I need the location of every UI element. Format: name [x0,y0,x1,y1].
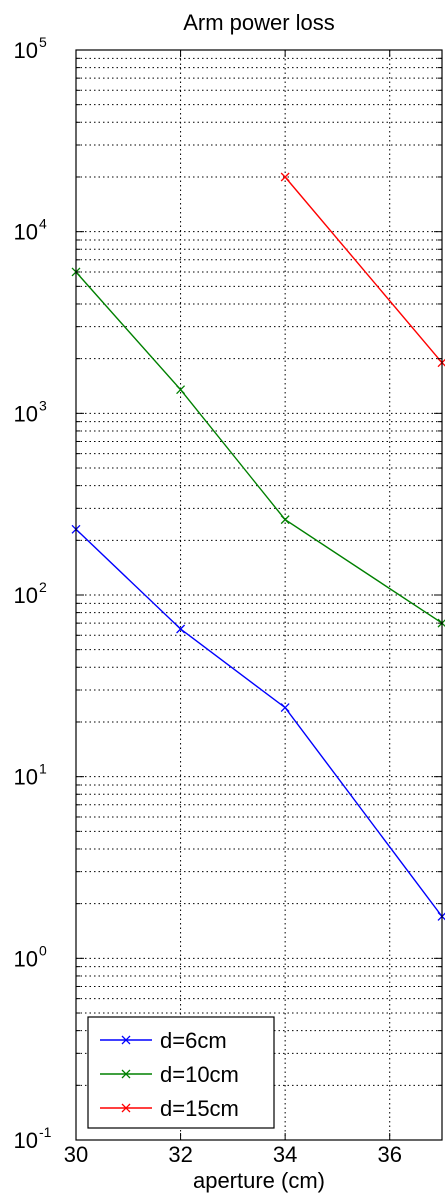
x-tick-labels: 30 32 34 36 [64,1142,402,1167]
legend: d=6cm d=10cm d=15cm [87,1016,275,1129]
y-tick-label: 10 [14,401,38,426]
series-line [75,271,443,624]
x-tick-label: 32 [168,1142,192,1167]
y-tick-label: 10 [14,583,38,608]
y-tick-exponent: 5 [39,34,47,50]
data-point-marker [280,172,290,182]
legend-entry: d=10cm [100,1062,239,1087]
y-tick-exponent: 3 [39,397,47,413]
y-tick-label: 10 [14,946,38,971]
legend-label: d=10cm [160,1062,239,1087]
series-line [284,176,443,364]
y-tick-label: 10 [14,38,38,63]
legend-entry: d=6cm [100,1028,227,1053]
data-point-marker [176,385,186,395]
plot-background [76,50,442,1140]
legend-entry: d=15cm [100,1096,239,1121]
axis-ticks [75,49,442,1141]
y-tick-label: 10 [14,765,38,790]
x-tick-label: 30 [64,1142,88,1167]
y-tick-exponent: 0 [39,942,47,958]
data-point-marker [280,703,290,713]
y-tick-label: 10 [14,1128,38,1153]
legend-box [87,1016,275,1129]
data-point-marker [121,1103,131,1113]
y-tick-exponent: 4 [39,216,47,232]
y-tick-exponent: -1 [39,1124,52,1140]
chart-title: Arm power loss [183,10,335,35]
y-tick-exponent: 1 [39,761,47,777]
grid [76,50,442,1140]
series-line [75,528,443,917]
y-tick-exponent: 2 [39,579,47,595]
x-axis-label: aperture (cm) [193,1168,325,1193]
x-tick-label: 34 [273,1142,297,1167]
data-point-marker [121,1035,131,1045]
data-point-marker [280,515,290,525]
y-tick-label: 10 [14,220,38,245]
legend-entries: d=6cm d=10cm d=15cm [100,1028,239,1121]
x-tick-label: 36 [377,1142,401,1167]
legend-label: d=6cm [160,1028,227,1053]
legend-label: d=15cm [160,1096,239,1121]
data-point-marker [121,1069,131,1079]
data-point-marker [176,624,186,634]
